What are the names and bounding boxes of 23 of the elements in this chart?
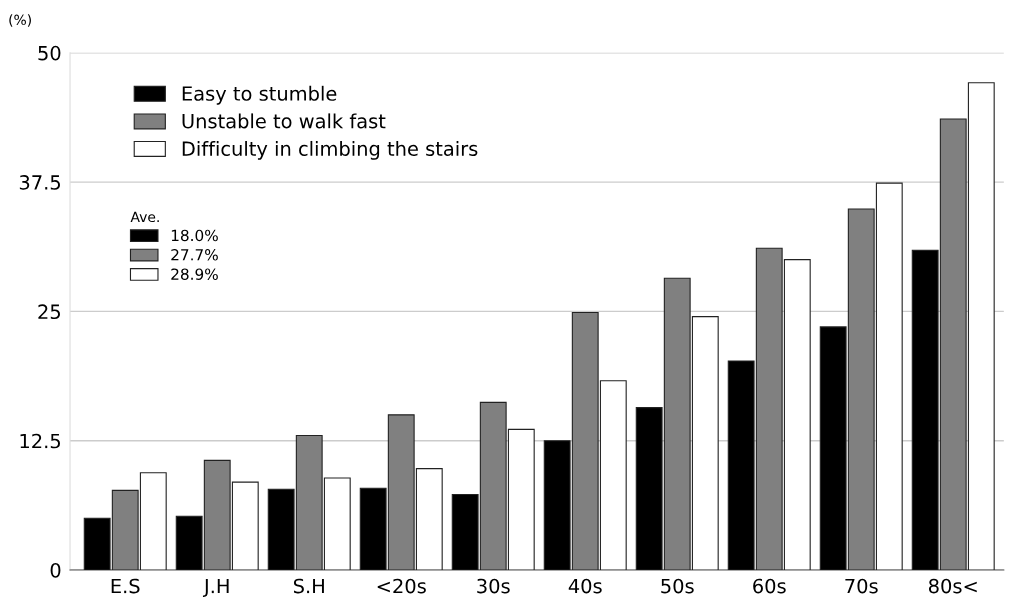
x-tick-label: J.H [202,578,229,597]
y-tick-label: 37.5 [19,175,60,190]
x-tick-label: 30s [477,578,510,594]
x-tick-label: S.H [293,578,324,594]
x-tick-label: 70s [845,578,878,594]
legend-title: Ave. [130,211,159,223]
y-tick-label: 25 [38,304,60,320]
x-tick-label: <20s [377,578,426,594]
x-tick-label: E.S [111,578,140,594]
x-tick-label: 50s [661,578,694,594]
legend-label: Difficulty in climbing the stairs [182,140,478,160]
y-tick-label: 50 [38,45,61,61]
legend-label: Easy to stumble [182,85,337,105]
x-tick-label: 60s [753,578,786,594]
x-tick-label: 80s< [928,578,977,594]
legend-label: Unstable to walk fast [182,113,386,129]
annotation: 18.0% [171,229,218,242]
y-tick-label: 12.5 [20,433,60,449]
x-tick-label: 40s [568,578,602,594]
annotation: 28.9% [171,268,218,280]
annotation: 27.7% [171,249,218,261]
y-axis-title: (%) [9,14,31,27]
y-tick-label: 0 [50,562,61,578]
